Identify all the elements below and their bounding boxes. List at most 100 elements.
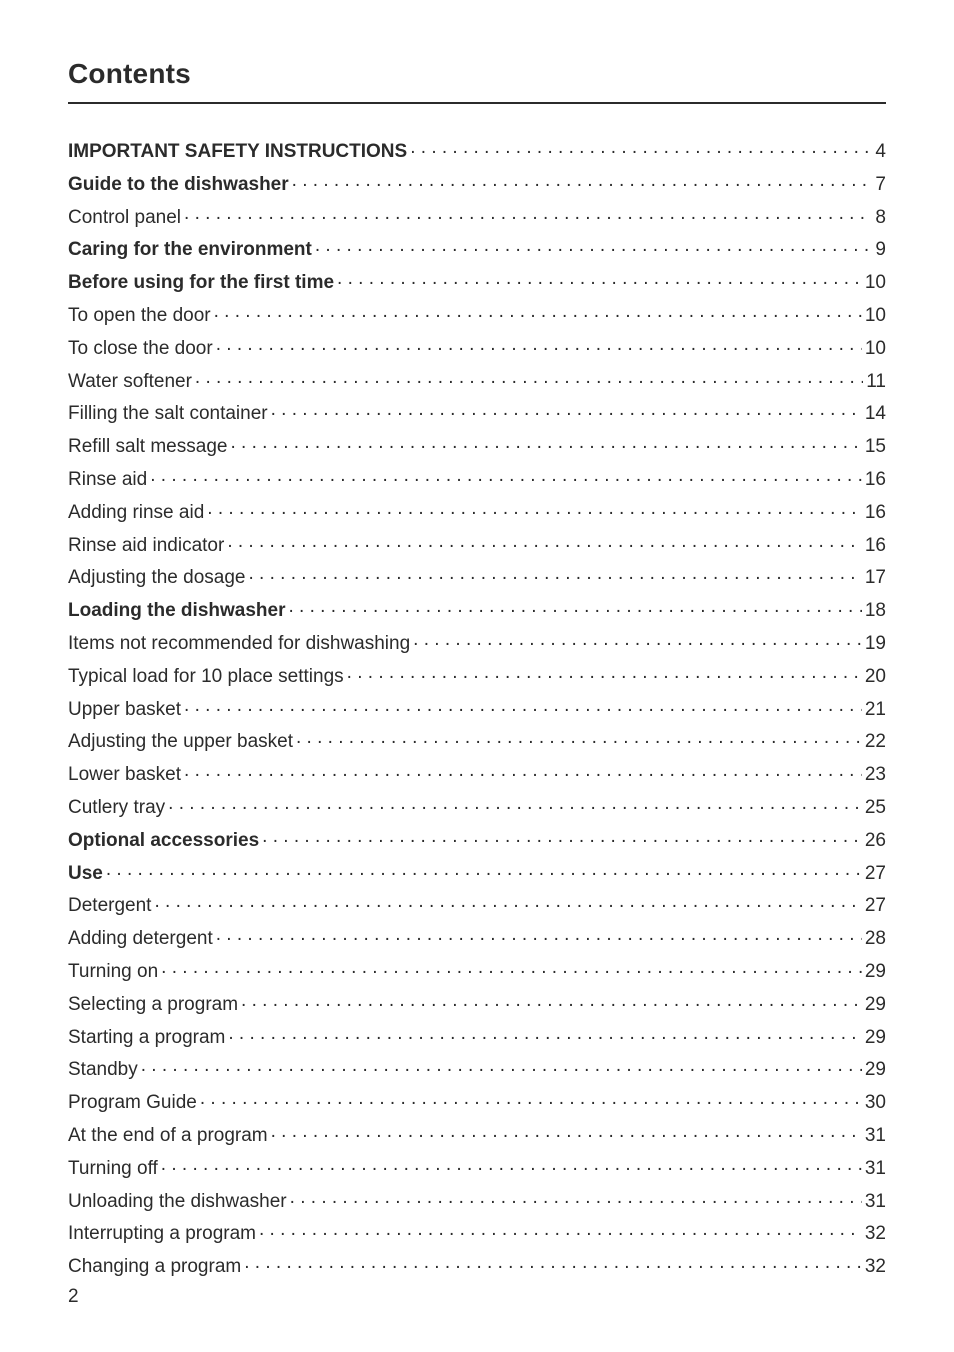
toc-row: Control panel8 — [68, 204, 886, 227]
toc-page: 25 — [865, 798, 886, 817]
toc-row: Adding rinse aid16 — [68, 499, 886, 522]
toc-row: Standby 29 — [68, 1056, 886, 1079]
toc-leader — [168, 794, 862, 813]
toc-leader — [292, 171, 873, 190]
toc-leader — [161, 958, 862, 977]
toc-leader — [413, 630, 862, 649]
toc-label: Rinse aid indicator — [68, 536, 224, 555]
toc-row: Loading the dishwasher18 — [68, 597, 886, 620]
toc-label: Adding detergent — [68, 929, 213, 948]
title-rule — [68, 102, 886, 104]
toc-leader — [228, 1024, 862, 1043]
toc-row: To open the door10 — [68, 302, 886, 325]
toc-page: 31 — [865, 1192, 886, 1211]
toc-label: Optional accessories — [68, 831, 259, 850]
toc-page: 26 — [865, 831, 886, 850]
toc-leader — [141, 1056, 862, 1075]
toc-page: 29 — [865, 1028, 886, 1047]
toc-row: Adjusting the dosage 17 — [68, 564, 886, 587]
toc-label: Starting a program — [68, 1028, 225, 1047]
toc-leader — [216, 925, 862, 944]
toc-page: 16 — [865, 536, 886, 555]
toc-leader — [241, 991, 862, 1010]
toc-leader — [184, 761, 862, 780]
toc-page: 11 — [866, 372, 886, 391]
toc-page: 22 — [865, 732, 886, 751]
toc-page: 19 — [865, 634, 886, 653]
toc-label: Turning on — [68, 962, 158, 981]
toc-row: Rinse aid indicator 16 — [68, 532, 886, 555]
toc-row: At the end of a program31 — [68, 1122, 886, 1145]
toc-leader — [227, 532, 862, 551]
toc-page: 14 — [865, 404, 886, 423]
toc-label: Water softener — [68, 372, 192, 391]
toc-row: Items not recommended for dishwashing 19 — [68, 630, 886, 653]
toc-label: Unloading the dishwasher — [68, 1192, 287, 1211]
toc-label: Program Guide — [68, 1093, 197, 1112]
toc-row: Turning off31 — [68, 1155, 886, 1178]
toc-row: IMPORTANT SAFETY INSTRUCTIONS4 — [68, 138, 886, 161]
toc-page: 32 — [865, 1224, 886, 1243]
toc-row: Starting a program 29 — [68, 1024, 886, 1047]
toc-leader — [337, 269, 862, 288]
toc-page: 29 — [865, 1060, 886, 1079]
toc-label: Filling the salt container — [68, 404, 268, 423]
toc-leader — [290, 1188, 862, 1207]
toc-page: 32 — [865, 1257, 886, 1276]
toc-label: Refill salt message — [68, 437, 227, 456]
toc-label: Changing a program — [68, 1257, 241, 1276]
toc-row: Water softener 11 — [68, 368, 886, 391]
toc-row: Filling the salt container 14 — [68, 400, 886, 423]
toc-row: Selecting a program29 — [68, 991, 886, 1014]
toc-row: To close the door10 — [68, 335, 886, 358]
toc-page: 31 — [865, 1126, 886, 1145]
toc-page: 29 — [865, 962, 886, 981]
toc-leader — [200, 1089, 862, 1108]
toc-page: 15 — [865, 437, 886, 456]
toc-leader — [214, 302, 862, 321]
toc-leader — [216, 335, 862, 354]
toc-page: 7 — [875, 175, 886, 194]
toc-label: Guide to the dishwasher — [68, 175, 289, 194]
toc-leader — [262, 827, 862, 846]
toc-leader — [184, 204, 872, 223]
toc-page: 17 — [865, 568, 886, 587]
toc-page: 20 — [865, 667, 886, 686]
toc-page: 27 — [865, 896, 886, 915]
toc-page: 31 — [865, 1159, 886, 1178]
toc-row: Upper basket21 — [68, 696, 886, 719]
toc-leader — [195, 368, 863, 387]
toc-page: 16 — [865, 470, 886, 489]
toc-page: 16 — [865, 503, 886, 522]
toc-page: 30 — [865, 1093, 886, 1112]
toc-leader — [271, 400, 862, 419]
toc-row: Typical load for 10 place settings 20 — [68, 663, 886, 686]
toc-row: Detergent27 — [68, 892, 886, 915]
toc-row: Optional accessories 26 — [68, 827, 886, 850]
toc-page: 28 — [865, 929, 886, 948]
toc-row: Lower basket23 — [68, 761, 886, 784]
toc-leader — [150, 466, 862, 485]
toc-page: 29 — [865, 995, 886, 1014]
toc-page: 21 — [865, 700, 886, 719]
toc-page: 10 — [865, 306, 886, 325]
toc-leader — [410, 138, 872, 157]
toc-page: 27 — [865, 864, 886, 883]
toc-label: To close the door — [68, 339, 213, 358]
toc-row: Cutlery tray25 — [68, 794, 886, 817]
toc-label: Rinse aid — [68, 470, 147, 489]
toc-page: 10 — [865, 273, 886, 292]
toc-label: Standby — [68, 1060, 138, 1079]
toc-leader — [271, 1122, 862, 1141]
toc-label: Typical load for 10 place settings — [68, 667, 344, 686]
page-number: 2 — [68, 1286, 79, 1308]
toc-label: Items not recommended for dishwashing — [68, 634, 410, 653]
toc-label: Adjusting the dosage — [68, 568, 245, 587]
toc-leader — [207, 499, 862, 518]
toc-row: Turning on 29 — [68, 958, 886, 981]
toc-label: Caring for the environment — [68, 240, 312, 259]
toc-label: Adjusting the upper basket — [68, 732, 293, 751]
toc-row: Guide to the dishwasher 7 — [68, 171, 886, 194]
toc-leader — [184, 696, 862, 715]
toc-page: 8 — [875, 208, 886, 227]
